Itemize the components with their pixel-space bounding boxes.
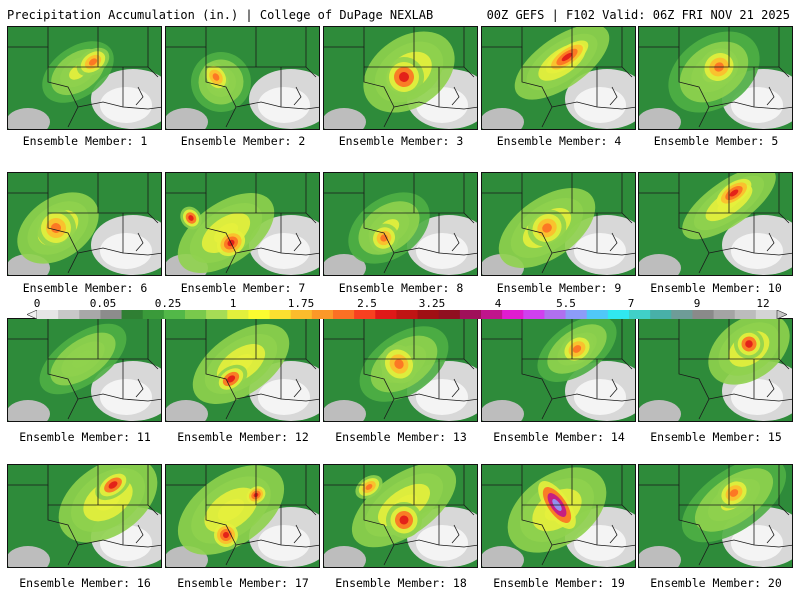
ensemble-member-label: Ensemble Member: 12 bbox=[177, 430, 309, 444]
color-scale-tick-label: 1.75 bbox=[287, 297, 315, 310]
ensemble-member-label: Ensemble Member: 8 bbox=[338, 281, 464, 295]
ensemble-member-label: Ensemble Member: 4 bbox=[496, 134, 622, 148]
ensemble-member-map bbox=[323, 26, 478, 130]
precipitation-color-scale bbox=[27, 310, 787, 319]
ensemble-member-map bbox=[481, 172, 636, 276]
ensemble-member-map bbox=[165, 172, 320, 276]
ensemble-member-map bbox=[7, 172, 162, 276]
color-scale-tick-label: 0.25 bbox=[154, 297, 182, 310]
color-scale-tick-label: 3.25 bbox=[418, 297, 446, 310]
ensemble-member-map bbox=[323, 172, 478, 276]
ensemble-member-label: Ensemble Member: 15 bbox=[650, 430, 782, 444]
ensemble-member-map bbox=[638, 464, 793, 568]
model-run-info: 00Z GEFS | F102 Valid: 06Z FRI NOV 21 20… bbox=[486, 8, 790, 22]
color-scale-tick-label: 9 bbox=[693, 297, 701, 310]
ensemble-member-map bbox=[165, 318, 320, 422]
ensemble-member-map bbox=[481, 464, 636, 568]
color-scale-tick-label: 7 bbox=[627, 297, 635, 310]
color-scale-tick-label: 5.5 bbox=[556, 297, 576, 310]
ensemble-member-map bbox=[638, 26, 793, 130]
ensemble-member-map bbox=[323, 464, 478, 568]
color-scale-tick-label: 12 bbox=[756, 297, 770, 310]
color-scale-tick-label: 4 bbox=[494, 297, 502, 310]
color-scale-tick-label: 1 bbox=[229, 297, 237, 310]
ensemble-member-map bbox=[638, 172, 793, 276]
ensemble-member-label: Ensemble Member: 5 bbox=[653, 134, 779, 148]
ensemble-member-map bbox=[638, 318, 793, 422]
ensemble-member-map bbox=[7, 464, 162, 568]
ensemble-member-label: Ensemble Member: 13 bbox=[335, 430, 467, 444]
ensemble-member-label: Ensemble Member: 10 bbox=[650, 281, 782, 295]
ensemble-member-label: Ensemble Member: 9 bbox=[496, 281, 622, 295]
ensemble-member-map bbox=[7, 26, 162, 130]
ensemble-member-map bbox=[481, 26, 636, 130]
ensemble-member-label: Ensemble Member: 6 bbox=[22, 281, 148, 295]
ensemble-member-label: Ensemble Member: 17 bbox=[177, 576, 309, 590]
ensemble-member-map bbox=[165, 464, 320, 568]
ensemble-member-map bbox=[323, 318, 478, 422]
ensemble-member-label: Ensemble Member: 3 bbox=[338, 134, 464, 148]
ensemble-member-label: Ensemble Member: 2 bbox=[180, 134, 306, 148]
ensemble-member-label: Ensemble Member: 20 bbox=[650, 576, 782, 590]
map-title: Precipitation Accumulation (in.) | Colle… bbox=[7, 8, 434, 22]
ensemble-member-label: Ensemble Member: 7 bbox=[180, 281, 306, 295]
color-scale-tick-label: 2.5 bbox=[357, 297, 377, 310]
ensemble-member-label: Ensemble Member: 14 bbox=[493, 430, 625, 444]
ensemble-member-label: Ensemble Member: 16 bbox=[19, 576, 151, 590]
ensemble-member-label: Ensemble Member: 11 bbox=[19, 430, 151, 444]
ensemble-member-label: Ensemble Member: 1 bbox=[22, 134, 148, 148]
ensemble-member-map bbox=[481, 318, 636, 422]
ensemble-member-label: Ensemble Member: 18 bbox=[335, 576, 467, 590]
color-scale-tick-label: 0.05 bbox=[89, 297, 117, 310]
ensemble-member-label: Ensemble Member: 19 bbox=[493, 576, 625, 590]
color-scale-tick-label: 0 bbox=[33, 297, 41, 310]
ensemble-member-map bbox=[7, 318, 162, 422]
ensemble-member-map bbox=[165, 26, 320, 130]
